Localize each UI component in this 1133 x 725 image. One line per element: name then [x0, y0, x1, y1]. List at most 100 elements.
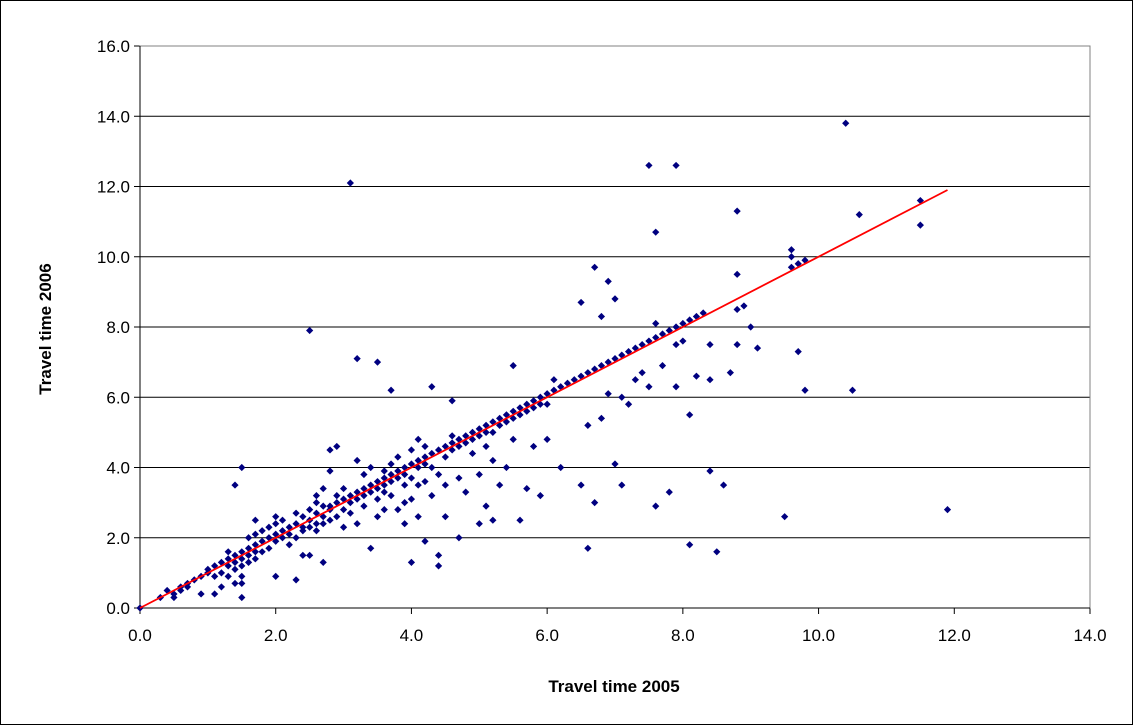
data-point: [394, 453, 402, 461]
data-point: [238, 593, 246, 602]
y-tick-label: 6.0: [106, 388, 130, 407]
data-point: [536, 492, 544, 500]
y-tick-label: 2.0: [106, 529, 130, 548]
data-point: [509, 407, 517, 415]
data-point: [428, 463, 436, 472]
data-point: [373, 358, 382, 366]
data-point: [360, 492, 368, 500]
data-point: [387, 386, 395, 394]
data-point: [733, 340, 741, 349]
data-point: [353, 355, 361, 363]
y-tick-label: 16.0: [97, 37, 130, 56]
data-point: [692, 372, 701, 380]
data-point: [557, 383, 565, 391]
data-point: [848, 386, 857, 394]
data-point: [604, 277, 612, 285]
data-point: [353, 456, 361, 465]
data-point: [407, 474, 416, 482]
data-point: [312, 520, 321, 528]
data-point: [407, 460, 416, 468]
data-point: [652, 319, 660, 328]
data-point: [448, 432, 456, 440]
data-point: [502, 463, 511, 472]
data-point: [238, 463, 246, 472]
data-point: [224, 548, 232, 556]
y-tick-labels: 0.0 2.0 4.0 6.0 8.0 10.0 12.0 14.0 16.0: [97, 37, 130, 618]
data-point: [312, 499, 321, 507]
data-point: [421, 477, 429, 486]
data-point: [387, 477, 395, 486]
data-point: [658, 330, 667, 338]
data-point: [306, 326, 314, 335]
trendline-group: [139, 189, 948, 609]
data-point: [407, 495, 416, 503]
x-tick-label: 2.0: [264, 626, 288, 645]
data-point: [272, 537, 280, 545]
data-point: [258, 537, 266, 545]
data-point: [244, 558, 253, 566]
data-point: [672, 383, 680, 391]
data-point: [781, 513, 789, 521]
data-point: [319, 484, 327, 493]
data-point: [706, 340, 714, 349]
data-point: [631, 344, 639, 352]
y-tick-label: 14.0: [97, 107, 130, 126]
data-point: [272, 530, 280, 538]
data-point: [319, 502, 327, 510]
data-point: [604, 390, 612, 398]
data-point: [645, 161, 653, 170]
data-point: [611, 460, 619, 468]
data-point: [523, 484, 531, 493]
data-point: [645, 383, 653, 391]
data-point: [299, 527, 307, 535]
data-point: [306, 506, 314, 514]
data-point: [475, 470, 483, 479]
data-point: [211, 590, 219, 598]
data-point: [312, 492, 321, 500]
data-point: [333, 442, 341, 451]
data-point: [251, 555, 259, 563]
data-point: [231, 558, 239, 566]
data-point: [740, 302, 748, 310]
data-point: [550, 386, 558, 394]
data-point: [652, 228, 660, 236]
data-point: [489, 418, 497, 426]
data-point: [367, 544, 375, 552]
data-point: [299, 513, 307, 521]
x-axis-title: Travel time 2005: [548, 677, 679, 696]
data-point: [285, 541, 293, 549]
data-point: [665, 488, 673, 496]
data-point: [326, 467, 334, 475]
data-point: [448, 439, 456, 447]
data-point: [448, 397, 456, 405]
data-point: [672, 340, 680, 349]
data-point: [278, 516, 287, 524]
data-point: [428, 492, 436, 500]
data-point: [719, 481, 728, 489]
data-point: [394, 506, 402, 514]
data-point: [353, 488, 361, 496]
data-point: [217, 583, 226, 591]
data-point: [251, 530, 259, 538]
data-point: [679, 319, 687, 328]
data-point: [258, 527, 266, 535]
data-point: [231, 579, 239, 588]
data-point: [312, 527, 321, 535]
data-point: [801, 386, 809, 394]
data-point: [686, 316, 694, 324]
data-point: [326, 516, 334, 524]
y-axis-title: Travel time 2006: [36, 263, 55, 394]
data-point: [272, 572, 280, 580]
data-point: [258, 548, 266, 556]
data-point: [414, 435, 422, 443]
data-point: [326, 446, 334, 454]
data-point: [407, 446, 416, 454]
data-point: [502, 418, 511, 426]
data-point: [265, 534, 273, 542]
data-point: [855, 211, 863, 219]
data-point: [489, 428, 497, 436]
data-point: [319, 520, 327, 528]
data-point: [292, 509, 300, 517]
data-point: [842, 119, 850, 127]
data-point: [468, 449, 477, 458]
